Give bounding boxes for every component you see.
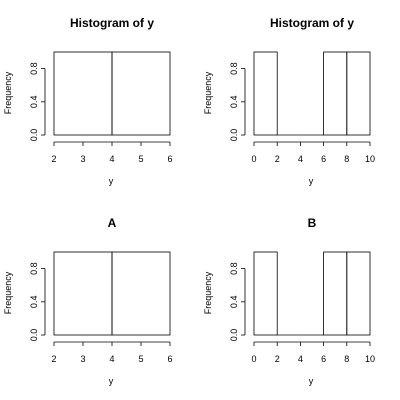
x-tick-label: 3 [80, 354, 85, 364]
chart-title: Histogram of y [270, 16, 354, 30]
y-tick-label: 0.8 [229, 62, 239, 75]
x-tick-label: 6 [321, 154, 326, 164]
histogram-bar [323, 251, 348, 336]
x-tick-label: 5 [138, 354, 143, 364]
y-tick-label: 0.8 [29, 62, 39, 75]
y-tick-label: 0.0 [29, 129, 39, 142]
x-tick-label: 0 [251, 354, 256, 364]
histogram-panel: Histogram of y 2 3 4 5 6 0.0 0.4 0.8 y Frequency [3, 16, 173, 186]
y-axis-label: Frequency [203, 71, 213, 114]
y-axis-label: Frequency [203, 271, 213, 314]
x-tick-label: 5 [138, 154, 143, 164]
y-tick-label: 0.0 [229, 329, 239, 342]
x-tick-label: 3 [80, 154, 85, 164]
x-tick-label: 2 [275, 154, 280, 164]
histogram-bar [346, 51, 371, 136]
x-tick-label: 4 [109, 154, 114, 164]
y-tick-label: 0.4 [29, 96, 39, 109]
y-tick-label: 0.4 [229, 96, 239, 109]
histogram-panel: A 2 3 4 5 6 0.0 0.4 0.8 y Frequency [3, 216, 173, 386]
y-tick-label: 0.4 [229, 296, 239, 309]
chart-title: B [308, 216, 317, 230]
x-tick-label: 6 [321, 354, 326, 364]
histogram-bar [111, 51, 171, 136]
histogram-bar [253, 51, 278, 136]
x-tick-label: 8 [344, 354, 349, 364]
histogram-bar [346, 251, 371, 336]
x-axis-label: y [309, 176, 314, 186]
y-axis-label: Frequency [3, 271, 13, 314]
x-tick-label: 6 [167, 154, 172, 164]
x-axis-label: y [109, 176, 114, 186]
y-tick-label: 0.8 [229, 262, 239, 275]
chart-title: Histogram of y [70, 16, 154, 30]
x-tick-label: 10 [365, 354, 375, 364]
x-axis-label: y [309, 376, 314, 386]
x-axis-label: y [109, 376, 114, 386]
x-tick-label: 8 [344, 154, 349, 164]
y-tick-label: 0.0 [229, 129, 239, 142]
x-tick-label: 2 [51, 354, 56, 364]
x-tick-label: 0 [251, 154, 256, 164]
histogram-panel: B 0 2 4 6 8 10 0.0 0.4 0.8 y Frequency [203, 216, 375, 386]
histogram-bar [53, 51, 113, 136]
y-tick-label: 0.0 [29, 329, 39, 342]
x-tick-label: 4 [298, 354, 303, 364]
y-tick-label: 0.8 [29, 262, 39, 275]
histogram-bar [323, 51, 348, 136]
x-tick-label: 10 [365, 154, 375, 164]
y-axis-label: Frequency [3, 71, 13, 114]
x-tick-label: 2 [275, 354, 280, 364]
x-tick-label: 2 [51, 154, 56, 164]
x-tick-label: 4 [109, 354, 114, 364]
histogram-panel: Histogram of y 0 2 4 6 8 10 0.0 0.4 0.8 y Frequency [203, 16, 375, 186]
histogram-bar [53, 251, 113, 336]
histogram-bar [253, 251, 278, 336]
x-tick-label: 6 [167, 354, 172, 364]
y-tick-label: 0.4 [29, 296, 39, 309]
histogram-bar [111, 251, 171, 336]
x-tick-label: 4 [298, 154, 303, 164]
chart-title: A [108, 216, 117, 230]
